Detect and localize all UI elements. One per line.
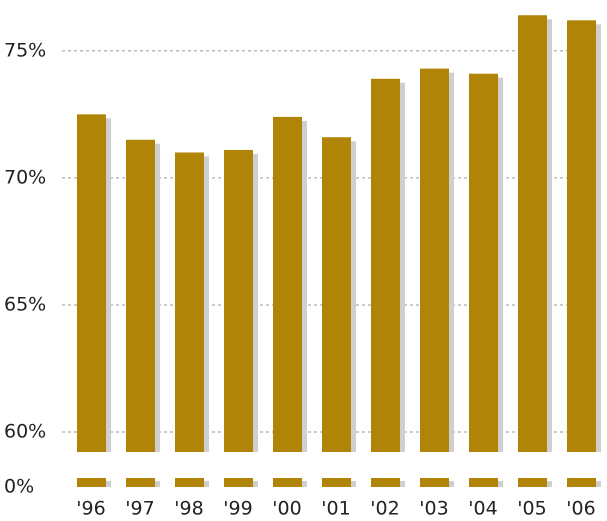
bar <box>469 73 498 452</box>
x-tick-label: '06 <box>566 498 595 520</box>
bar <box>518 15 547 452</box>
bar <box>273 116 302 453</box>
bar-base <box>175 478 204 487</box>
x-tick-label: '96 <box>76 498 105 520</box>
bar-base <box>273 478 302 487</box>
bar <box>567 20 596 453</box>
x-tick-label: '03 <box>419 498 448 520</box>
bar <box>77 114 106 453</box>
bar <box>371 78 400 452</box>
bar-base <box>371 478 400 487</box>
bar-base <box>77 478 106 487</box>
bar-base <box>469 478 498 487</box>
x-tick-label: '97 <box>125 498 154 520</box>
x-tick-label: '99 <box>223 498 252 520</box>
bar <box>224 149 253 452</box>
y-tick-label: 65% <box>4 293 46 315</box>
bar <box>322 137 351 453</box>
bar-base <box>567 478 596 487</box>
x-tick-label: '04 <box>468 498 497 520</box>
x-tick-label: '00 <box>272 498 301 520</box>
bar-base <box>420 478 449 487</box>
y-tick-label: 0% <box>4 476 34 498</box>
bar-base <box>126 478 155 487</box>
bar <box>126 139 155 452</box>
x-tick-label: '05 <box>517 498 546 520</box>
bar <box>175 152 204 452</box>
x-tick-label: '01 <box>321 498 350 520</box>
bar <box>420 68 449 453</box>
x-tick-label: '02 <box>370 498 399 520</box>
y-tick-label: 60% <box>4 421 46 443</box>
y-tick-label: 75% <box>4 39 46 61</box>
bar-base <box>224 478 253 487</box>
x-tick-label: '98 <box>174 498 203 520</box>
y-tick-label: 70% <box>4 166 46 188</box>
bar-base <box>322 478 351 487</box>
bar-base <box>518 478 547 487</box>
